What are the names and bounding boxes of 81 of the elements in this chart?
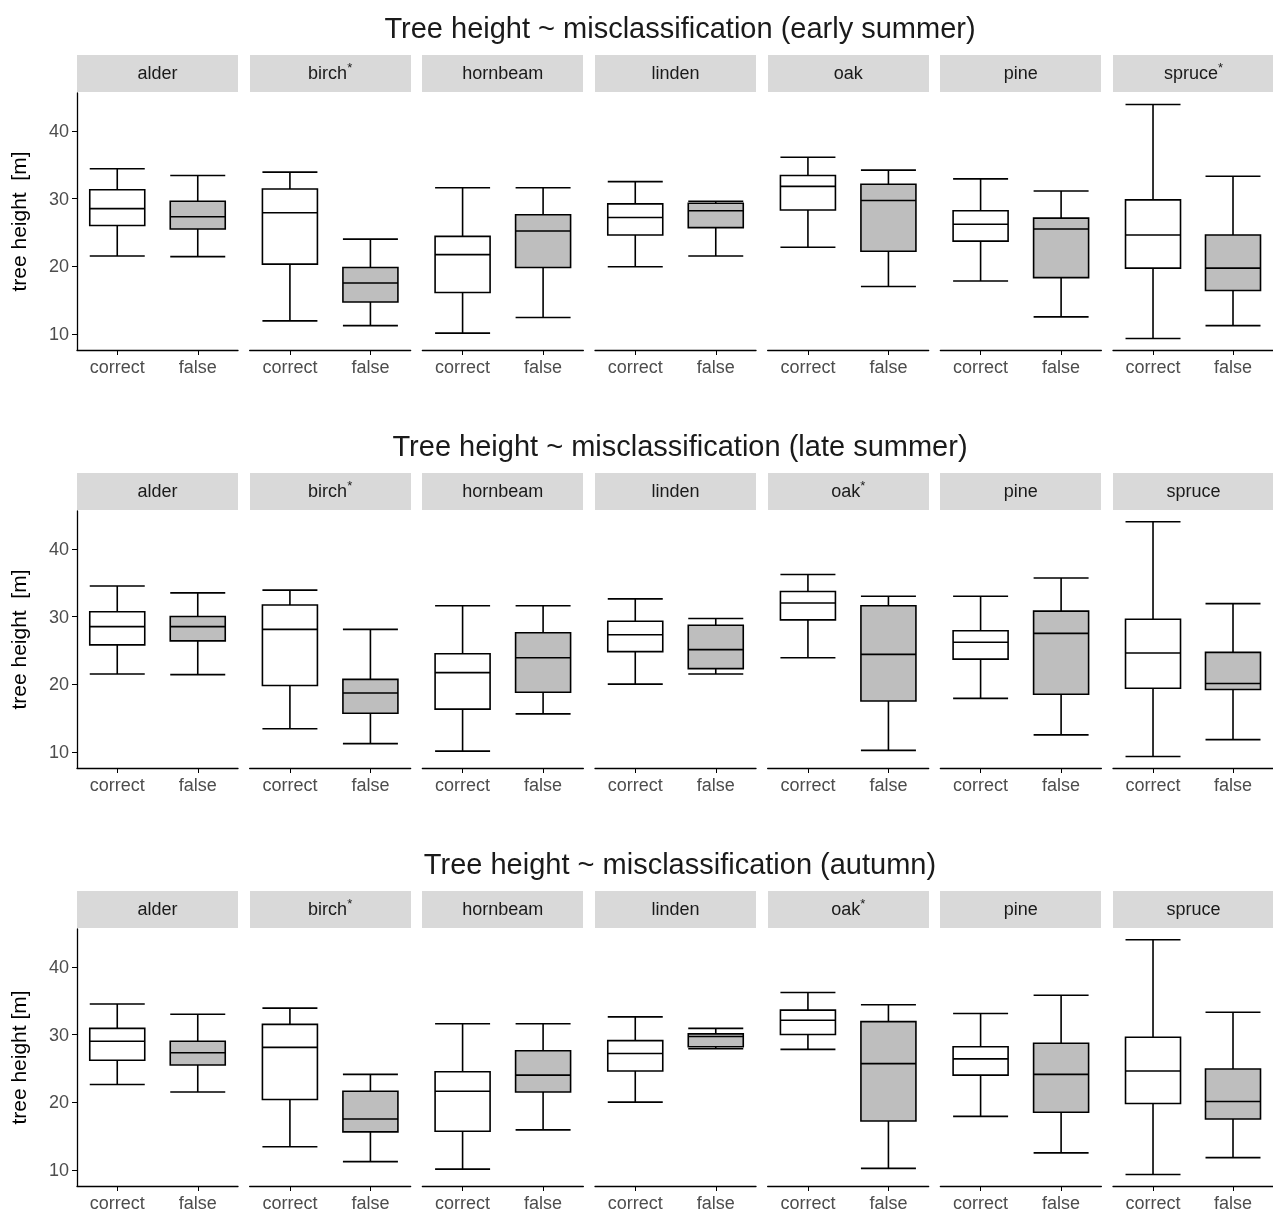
- y-tick-label: 10: [48, 741, 69, 762]
- y-tick-label: 20: [48, 674, 69, 695]
- text: pine: [940, 55, 1102, 92]
- text: birch$^{*}$: [249, 473, 411, 510]
- x-tick-label: correct: [953, 1193, 1009, 1213]
- x-tick-label: false: [1213, 775, 1253, 795]
- text: oak$^{*}$: [767, 891, 929, 928]
- text: alder: [77, 55, 238, 92]
- chart-title: Tree height ~ misclassification (early summer): [384, 11, 976, 44]
- text: linden: [595, 891, 756, 928]
- x-tick-label: false: [524, 775, 563, 795]
- x-tick-label: correct: [1125, 1193, 1181, 1213]
- text: hornbeam: [422, 55, 584, 92]
- x-tick-label: correct: [1125, 357, 1181, 377]
- x-tick-label: correct: [953, 775, 1009, 795]
- y-tick-label: 20: [48, 256, 69, 277]
- text: linden: [595, 473, 756, 510]
- x-tick-label: correct: [953, 357, 1009, 377]
- x-tick-label: false: [524, 1193, 563, 1213]
- x-tick-label: false: [696, 775, 735, 795]
- text: alder: [77, 473, 238, 510]
- x-tick-label: false: [524, 357, 563, 377]
- text: birch$^{*}$: [249, 891, 411, 928]
- x-tick-label: false: [351, 1193, 390, 1213]
- text: alder: [77, 891, 238, 928]
- x-tick-label: correct: [780, 775, 836, 795]
- x-tick-label: correct: [262, 775, 318, 795]
- x-tick-label: false: [696, 357, 735, 377]
- text: spruce: [1113, 473, 1273, 510]
- x-tick-label: false: [1213, 1193, 1253, 1213]
- x-tick-label: correct: [1125, 775, 1181, 795]
- text: linden: [595, 55, 756, 92]
- x-tick-label: correct: [607, 357, 663, 377]
- y-axis-title: tree height [m]: [7, 151, 30, 292]
- text: pine: [940, 473, 1102, 510]
- text: oak$^{*}$: [767, 473, 929, 510]
- y-tick-label: 30: [48, 1024, 69, 1045]
- x-tick-label: false: [1213, 357, 1253, 377]
- y-tick-label: 30: [48, 188, 69, 209]
- y-tick-label: 40: [48, 538, 69, 559]
- text: oak: [767, 55, 929, 92]
- text: pine: [940, 891, 1102, 928]
- y-tick-label: 10: [48, 1159, 69, 1180]
- x-tick-label: correct: [607, 775, 663, 795]
- y-tick-label: 20: [48, 1092, 69, 1113]
- x-tick-label: correct: [262, 357, 318, 377]
- x-tick-label: false: [869, 775, 908, 795]
- x-tick-label: correct: [89, 775, 145, 795]
- x-tick-label: correct: [89, 357, 145, 377]
- x-tick-label: false: [1042, 357, 1081, 377]
- x-tick-label: correct: [780, 357, 836, 377]
- x-tick-label: false: [351, 775, 390, 795]
- y-axis-title: tree height [m]: [7, 990, 30, 1125]
- chart-title: Tree height ~ misclassification (late summer): [392, 429, 968, 462]
- x-tick-label: false: [869, 1193, 908, 1213]
- x-tick-label: false: [351, 357, 390, 377]
- x-tick-label: correct: [89, 1193, 145, 1213]
- text: spruce: [1113, 891, 1273, 928]
- text: hornbeam: [422, 891, 584, 928]
- x-tick-label: correct: [780, 1193, 836, 1213]
- x-tick-label: correct: [435, 357, 491, 377]
- x-tick-label: correct: [435, 775, 491, 795]
- x-tick-label: false: [178, 357, 217, 377]
- x-tick-label: false: [869, 357, 908, 377]
- x-tick-label: false: [178, 1193, 217, 1213]
- y-tick-label: 40: [48, 120, 69, 141]
- x-tick-label: correct: [435, 1193, 491, 1213]
- x-tick-label: false: [178, 775, 217, 795]
- y-tick-label: 40: [48, 956, 69, 977]
- y-axis-title: tree height [m]: [7, 569, 30, 710]
- y-tick-label: 30: [48, 606, 69, 627]
- x-tick-label: false: [696, 1193, 735, 1213]
- text: spruce$^{*}$: [1113, 55, 1273, 92]
- text: hornbeam: [422, 473, 584, 510]
- x-tick-label: correct: [607, 1193, 663, 1213]
- text: birch$^{*}$: [249, 55, 411, 92]
- y-tick-label: 10: [48, 323, 69, 344]
- x-tick-label: correct: [262, 1193, 318, 1213]
- x-tick-label: false: [1042, 1193, 1081, 1213]
- x-tick-label: false: [1042, 775, 1081, 795]
- chart-title: Tree height ~ misclassification (autumn): [423, 847, 937, 880]
